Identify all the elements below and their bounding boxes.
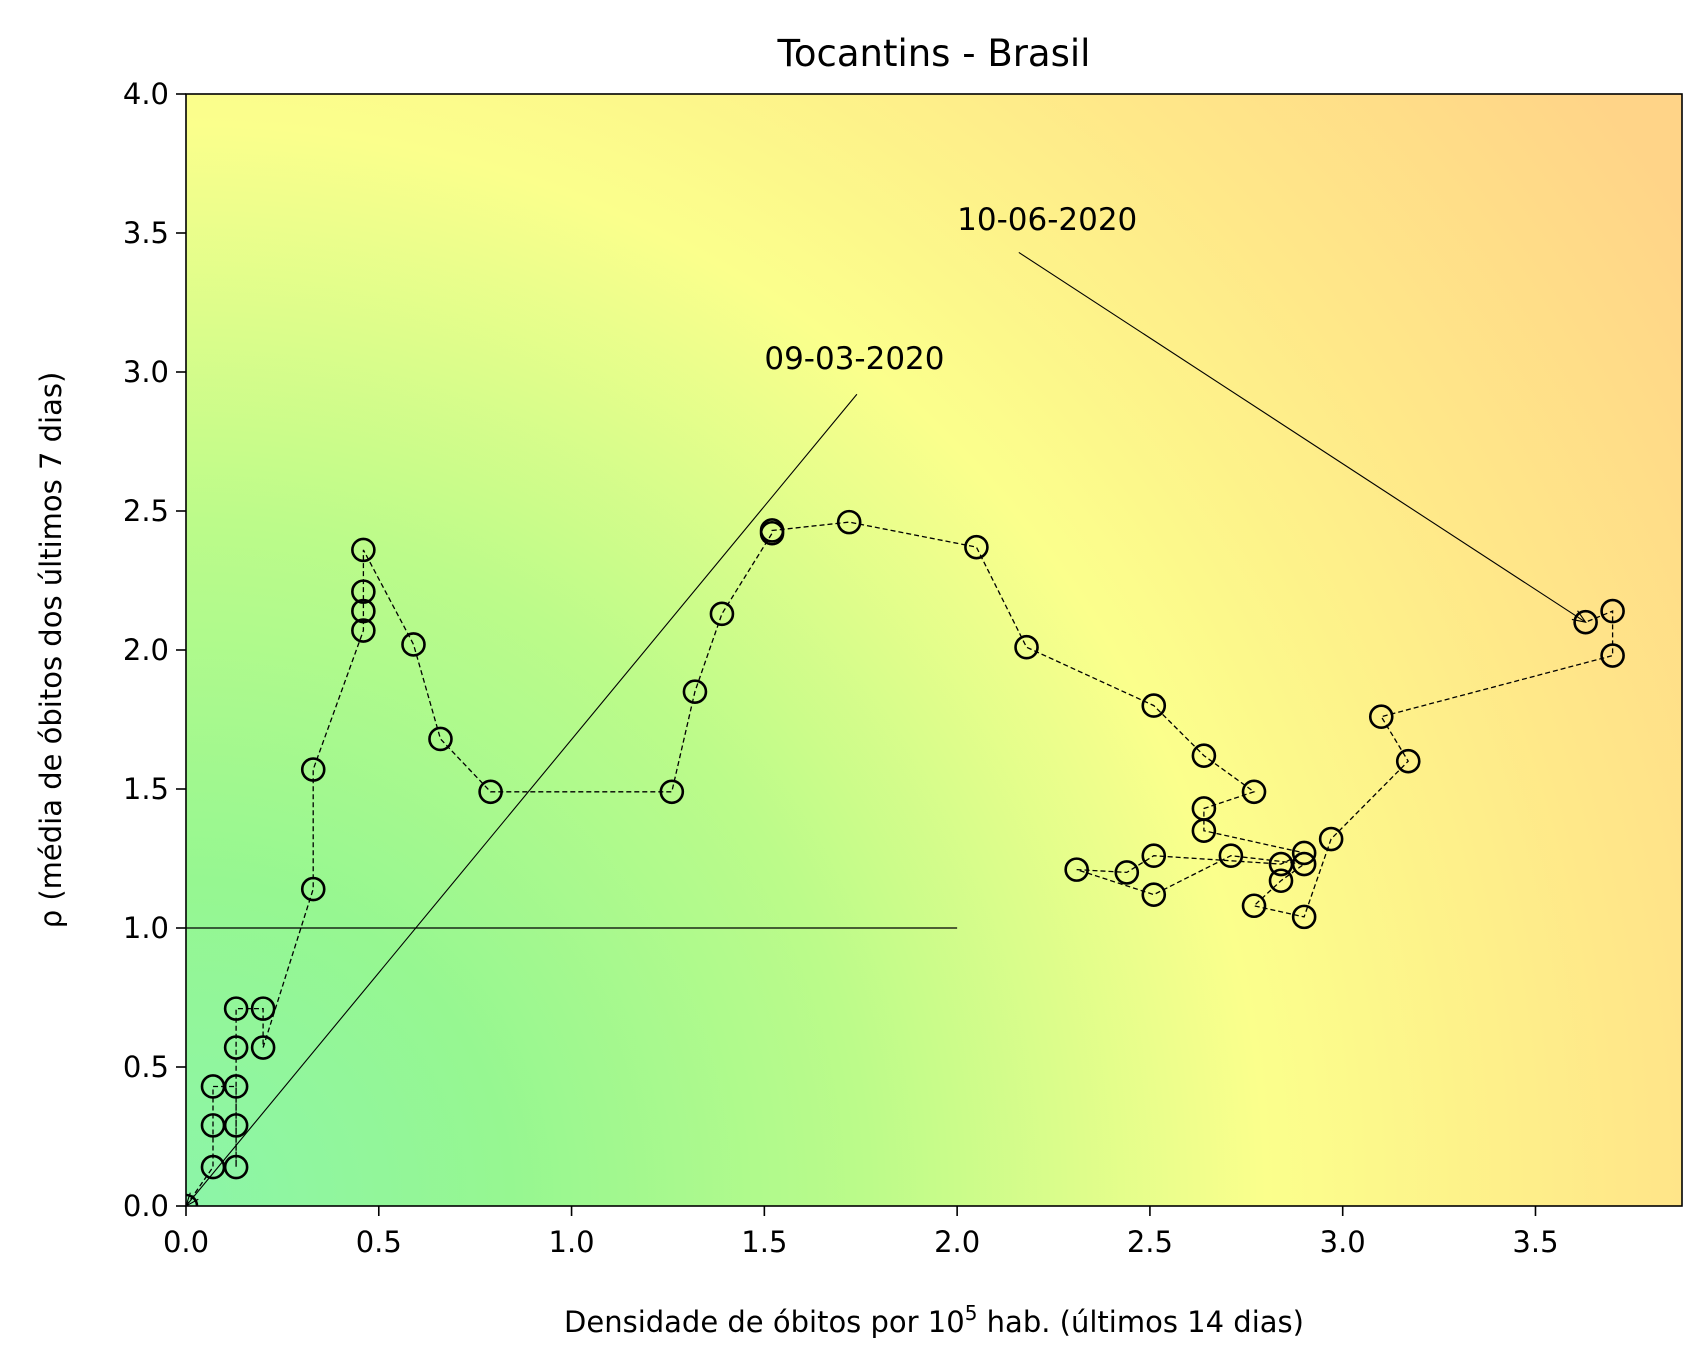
y-tick-label: 2.5 <box>123 494 169 528</box>
data-point <box>300 757 326 782</box>
x-tick-label: 3.0 <box>1320 1225 1366 1259</box>
annotation-arrow <box>185 393 858 1207</box>
data-point <box>223 996 249 1021</box>
data-point <box>1191 743 1217 768</box>
series-line <box>186 521 1614 1206</box>
data-point <box>1114 860 1140 885</box>
data-point <box>759 518 785 543</box>
x-axis-label-superscript: 5 <box>965 1301 978 1325</box>
data-point <box>1141 882 1167 907</box>
x-axis-label-tail: hab. (últimos 14 dias) <box>977 1305 1304 1339</box>
annotation-arrow <box>1018 251 1586 623</box>
plot-background <box>186 94 1682 1206</box>
data-point <box>223 1074 249 1099</box>
x-tick-label: 3.5 <box>1512 1225 1558 1259</box>
annotation-arrowhead <box>1571 610 1587 624</box>
data-point <box>250 1035 276 1060</box>
data-point <box>1573 609 1598 635</box>
data-point <box>709 601 735 627</box>
y-axis-label: ρ (média de óbitos dos últimos 7 dias) <box>34 372 68 929</box>
data-point <box>836 509 862 535</box>
x-tick-label: 1.5 <box>741 1225 787 1259</box>
data-point <box>1368 704 1394 730</box>
y-tick-label: 0.5 <box>123 1050 169 1084</box>
data-point <box>478 779 503 805</box>
data-point <box>351 598 376 624</box>
data-point <box>1600 643 1625 668</box>
y-tick-label: 1.0 <box>123 911 169 945</box>
data-point <box>1014 634 1039 660</box>
data-point <box>1141 843 1167 869</box>
data-point <box>1291 840 1317 866</box>
x-tick-label: 0.0 <box>163 1225 209 1259</box>
y-tick-label: 3.5 <box>123 216 169 250</box>
x-tick-label: 0.5 <box>356 1225 402 1259</box>
data-point <box>1141 693 1167 718</box>
y-tick-label: 2.0 <box>123 633 169 667</box>
data-point <box>682 679 708 705</box>
data-point <box>1191 818 1217 844</box>
annotation-layer: 09-03-2020 10-06-2020 <box>185 202 1587 1208</box>
data-point <box>401 632 426 657</box>
x-tick-label: 2.0 <box>934 1225 980 1259</box>
data-point <box>351 579 376 604</box>
data-point <box>300 876 326 902</box>
data-point <box>223 1113 249 1138</box>
x-axis-label-main: Densidade de óbitos por 10 <box>564 1305 965 1339</box>
x-axis-label: Densidade de óbitos por 105 hab. (último… <box>564 1301 1304 1339</box>
data-point <box>223 1035 249 1060</box>
data-point <box>351 537 376 563</box>
y-tick-label: 1.5 <box>123 772 169 806</box>
data-point <box>1064 857 1089 882</box>
data-point <box>1291 904 1317 930</box>
data-point <box>1268 868 1294 894</box>
data-point <box>223 1154 249 1180</box>
y-tick-label: 0.0 <box>123 1189 169 1223</box>
data-point <box>659 779 685 805</box>
data-point <box>1218 843 1244 869</box>
data-point <box>964 534 989 560</box>
y-tick-label: 3.0 <box>123 355 169 389</box>
data-point <box>1600 598 1625 624</box>
data-point <box>1318 826 1344 852</box>
data-point <box>1291 851 1317 877</box>
plot-layer <box>186 509 1625 1206</box>
x-tick-label: 2.5 <box>1127 1225 1173 1259</box>
annotation-label: 10-06-2020 <box>957 202 1137 238</box>
x-tick-label: 1.0 <box>549 1225 595 1259</box>
y-axis: 0.0 0.5 1.0 1.5 2.0 2.5 3.0 3.5 4.0 <box>123 77 186 1223</box>
data-point <box>250 996 276 1021</box>
data-point <box>1241 779 1267 805</box>
data-point <box>1395 748 1421 774</box>
data-point <box>428 726 453 752</box>
y-tick-label: 4.0 <box>123 77 169 111</box>
x-axis: 0.0 0.5 1.0 1.5 2.0 2.5 3.0 3.5 <box>163 1206 1559 1259</box>
data-point <box>351 618 376 643</box>
chart-title: Tocantins - Brasil <box>777 32 1091 75</box>
annotation-label: 09-03-2020 <box>764 341 944 377</box>
data-point <box>1241 893 1267 919</box>
